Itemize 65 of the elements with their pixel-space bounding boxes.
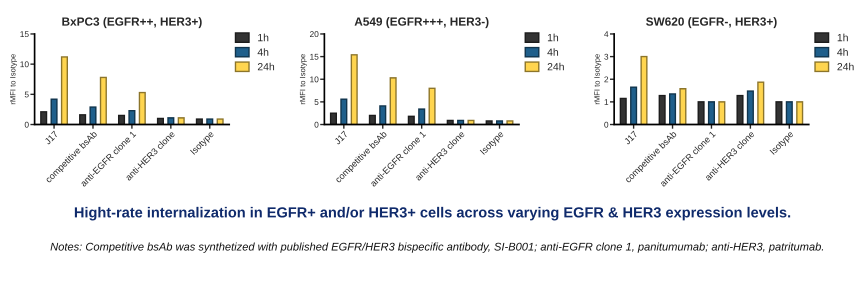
y-tick-label: 10 xyxy=(20,61,29,68)
y-tick-label: 5 xyxy=(24,92,29,98)
y-tick-label: 4 xyxy=(604,31,608,37)
bar xyxy=(679,88,686,125)
bar xyxy=(100,76,107,125)
legend-label: 24h xyxy=(548,62,564,70)
bar xyxy=(379,105,386,125)
chart-title: A549 (EGFR+++, HER3-) xyxy=(354,17,489,28)
bar xyxy=(128,110,136,125)
y-tick-label: 10 xyxy=(310,76,318,82)
legend-label: 1h xyxy=(258,34,268,42)
bar xyxy=(630,86,638,125)
bar xyxy=(658,94,666,125)
bar xyxy=(668,93,676,125)
bar xyxy=(167,117,174,125)
bar xyxy=(418,108,426,125)
bar xyxy=(50,98,58,125)
x-tick-label: J17 xyxy=(624,130,638,145)
bar xyxy=(796,101,804,125)
bar xyxy=(786,101,793,125)
legend-label: 24h xyxy=(258,62,274,70)
y-tick-label: 0 xyxy=(24,122,29,128)
bar xyxy=(698,101,705,125)
legend-label: 4h xyxy=(837,48,848,56)
y-tick-label: 1 xyxy=(604,99,608,105)
bar xyxy=(206,118,214,125)
bar xyxy=(178,117,185,125)
bar xyxy=(775,101,782,125)
y-tick-label: 20 xyxy=(310,31,318,38)
bar xyxy=(390,77,397,125)
legend-label: 1h xyxy=(838,34,848,42)
y-tick-label: 3 xyxy=(604,54,608,60)
chart-title: SW620 (EGFR-, HER3+) xyxy=(646,17,777,28)
y-tick-label: 15 xyxy=(20,31,29,38)
bar xyxy=(350,54,358,125)
y-tick-label: 0 xyxy=(314,122,318,128)
x-tick-label: J17 xyxy=(44,130,58,145)
y-tick-label: 15 xyxy=(310,54,318,60)
bar xyxy=(640,56,648,125)
bar xyxy=(620,98,627,125)
y-tick-label: 5 xyxy=(314,99,318,105)
y-tick-label: 0 xyxy=(604,122,608,128)
bar xyxy=(138,92,146,125)
bar xyxy=(736,94,744,125)
legend-label: 4h xyxy=(258,48,268,56)
chart-title: BxPC3 (EGFR++, HER3+) xyxy=(62,17,202,28)
legend-label: 1h xyxy=(548,34,558,42)
legend-label: 4h xyxy=(547,48,558,56)
y-tick-label: 2 xyxy=(604,76,608,82)
x-tick-label: J17 xyxy=(334,130,348,145)
bar xyxy=(79,114,86,125)
bar xyxy=(428,88,436,125)
text: Hight-rate internalization in EGFR+ and/or HER3+ cells across varying EGFR & HER3 expression levels. xyxy=(74,206,790,220)
bar xyxy=(40,111,48,125)
bar xyxy=(708,101,716,125)
bar xyxy=(718,101,726,125)
bar xyxy=(746,90,754,125)
bar xyxy=(60,56,68,125)
legend-label: 24h xyxy=(837,62,854,70)
bar xyxy=(89,106,97,125)
bar xyxy=(340,98,348,125)
text: Notes: Competitive bsAb was synthetized with published EGFR/HER3 bispecific antibody, SI-B001; anti-EGFR clone 1, panitumumab; anti-HER3, patritumab. xyxy=(50,242,824,253)
bar xyxy=(408,116,415,125)
bar xyxy=(757,81,764,125)
bar xyxy=(330,112,338,125)
